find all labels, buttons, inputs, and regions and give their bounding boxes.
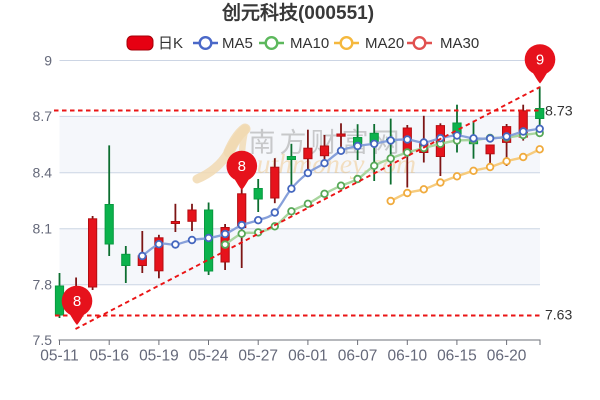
svg-text:日K: 日K xyxy=(158,35,183,52)
svg-text:06-07: 06-07 xyxy=(338,348,378,365)
svg-text:8.4: 8.4 xyxy=(33,165,53,181)
svg-text:8.7: 8.7 xyxy=(33,108,53,124)
svg-text:MA30: MA30 xyxy=(440,35,479,52)
svg-text:9: 9 xyxy=(44,52,52,68)
svg-text:MA10: MA10 xyxy=(290,35,329,52)
svg-text:05-16: 05-16 xyxy=(89,348,129,365)
svg-text:创元科技(000551): 创元科技(000551) xyxy=(221,1,374,24)
svg-text:06-20: 06-20 xyxy=(487,348,527,365)
svg-text:06-01: 06-01 xyxy=(288,348,328,365)
svg-text:05-19: 05-19 xyxy=(139,348,179,365)
svg-text:8: 8 xyxy=(238,158,246,175)
svg-text:06-15: 06-15 xyxy=(437,348,477,365)
svg-text:MA5: MA5 xyxy=(222,35,253,52)
svg-text:MA20: MA20 xyxy=(365,35,404,52)
svg-text:05-11: 05-11 xyxy=(40,348,79,365)
svg-text:7.8: 7.8 xyxy=(33,277,53,293)
svg-text:05-24: 05-24 xyxy=(189,348,229,365)
svg-text:9: 9 xyxy=(536,52,544,69)
svg-text:05-27: 05-27 xyxy=(238,348,278,365)
svg-text:8.1: 8.1 xyxy=(33,221,53,237)
svg-text:8.73: 8.73 xyxy=(545,103,573,119)
svg-text:06-10: 06-10 xyxy=(387,348,427,365)
svg-text:8: 8 xyxy=(73,293,81,310)
svg-text:7.63: 7.63 xyxy=(545,307,572,323)
svg-text:7.5: 7.5 xyxy=(33,332,53,348)
